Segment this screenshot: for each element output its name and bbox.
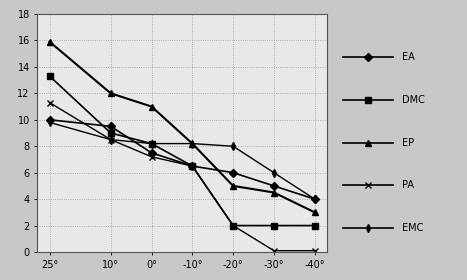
EA	[47, 118, 52, 122]
EMC	[149, 142, 155, 145]
PA	[230, 224, 236, 227]
Line: PA: PA	[47, 100, 318, 253]
DMC	[108, 131, 113, 135]
PA	[190, 164, 195, 168]
DMC	[312, 224, 318, 227]
EMC	[190, 142, 195, 145]
PA	[271, 249, 276, 252]
Text: EP: EP	[402, 137, 414, 148]
EP	[230, 184, 236, 188]
EP	[312, 211, 318, 214]
EA	[108, 125, 113, 128]
PA	[312, 249, 318, 252]
EMC	[108, 138, 113, 141]
Line: EMC: EMC	[47, 120, 318, 202]
Line: EP: EP	[46, 38, 318, 216]
EP	[271, 191, 276, 194]
EA	[230, 171, 236, 174]
Text: DMC: DMC	[402, 95, 425, 105]
DMC	[271, 224, 276, 227]
EA	[312, 197, 318, 201]
EA	[149, 151, 155, 155]
Text: EA: EA	[402, 52, 415, 62]
DMC	[47, 74, 52, 78]
EMC	[271, 171, 276, 174]
DMC	[190, 164, 195, 168]
PA	[149, 155, 155, 158]
EMC	[312, 197, 318, 201]
PA	[108, 138, 113, 141]
EA	[190, 164, 195, 168]
Line: DMC: DMC	[47, 73, 318, 228]
EP	[108, 92, 113, 95]
DMC	[230, 224, 236, 227]
EA	[271, 184, 276, 188]
Text: EMC: EMC	[402, 223, 423, 233]
EMC	[47, 121, 52, 124]
Text: PA: PA	[402, 180, 414, 190]
DMC	[149, 142, 155, 145]
EP	[47, 40, 52, 43]
EP	[149, 105, 155, 108]
PA	[47, 101, 52, 104]
Line: EA: EA	[47, 117, 318, 202]
EP	[190, 142, 195, 145]
EMC	[230, 144, 236, 148]
